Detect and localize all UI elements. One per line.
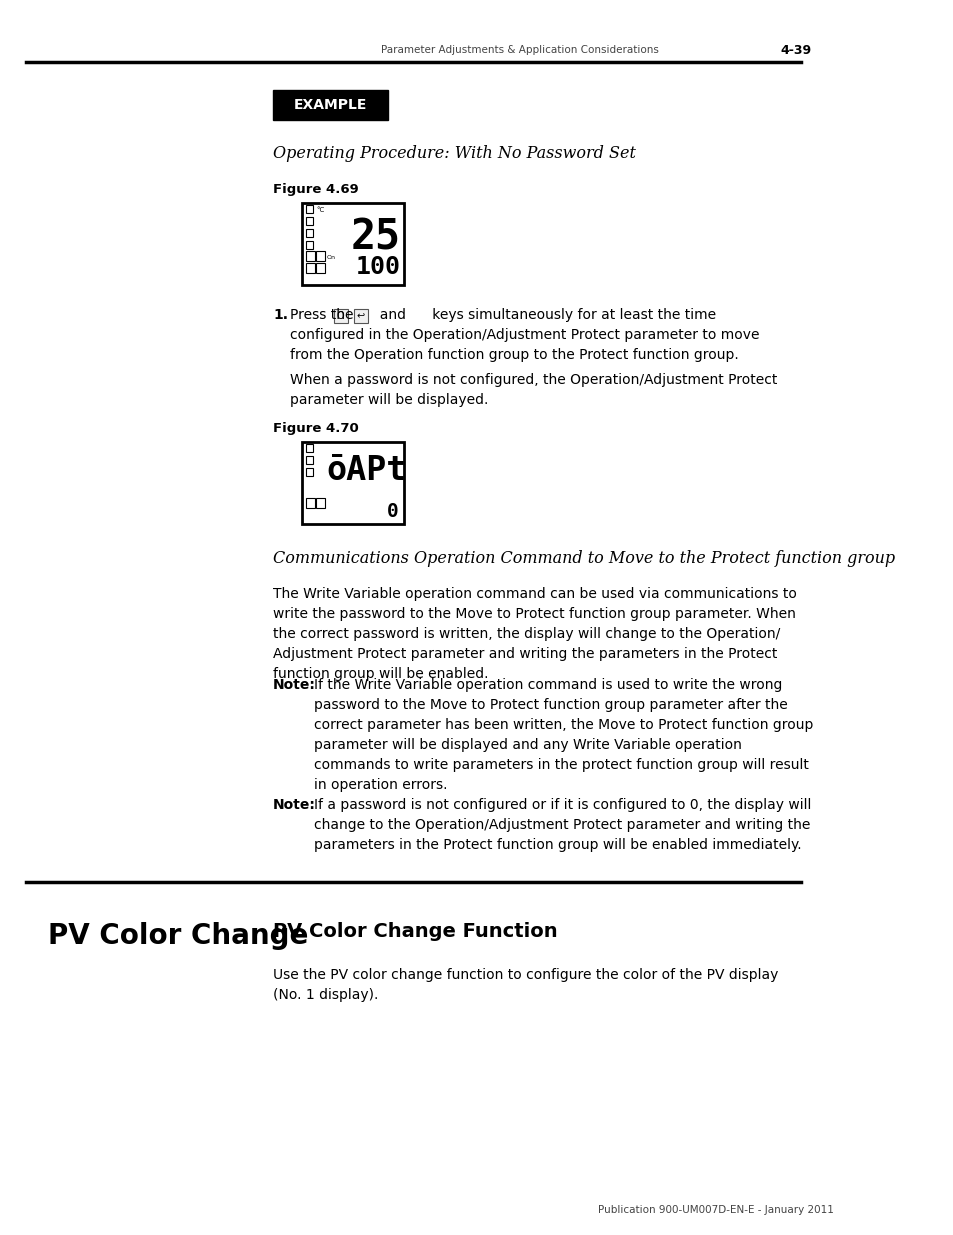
Text: On: On bbox=[327, 254, 335, 261]
Text: When a password is not configured, the Operation/Adjustment Protect
parameter wi: When a password is not configured, the O… bbox=[290, 373, 777, 408]
Text: 4-39: 4-39 bbox=[780, 43, 811, 57]
Text: Use the PV color change function to configure the color of the PV display
(No. 1: Use the PV color change function to conf… bbox=[273, 968, 778, 1002]
Text: Note:: Note: bbox=[273, 678, 315, 692]
Text: Communications Operation Command to Move to the Protect function group: Communications Operation Command to Move… bbox=[273, 550, 894, 567]
Text: PV Color Change: PV Color Change bbox=[48, 923, 308, 950]
Bar bbox=[306, 228, 313, 237]
Bar bbox=[354, 309, 367, 324]
Text: PV Color Change Function: PV Color Change Function bbox=[273, 923, 558, 941]
Text: Figure 4.69: Figure 4.69 bbox=[273, 183, 358, 196]
Bar bbox=[316, 251, 325, 261]
Text: 100: 100 bbox=[355, 254, 400, 279]
Bar bbox=[306, 217, 313, 225]
Bar bbox=[306, 263, 314, 273]
Bar bbox=[306, 468, 313, 475]
Text: 1.: 1. bbox=[273, 308, 288, 322]
Bar bbox=[306, 251, 314, 261]
Bar bbox=[316, 263, 325, 273]
Text: Note:: Note: bbox=[273, 798, 315, 811]
Text: Press the      and      keys simultaneously for at least the time
configured in : Press the and keys simultaneously for at… bbox=[290, 308, 760, 362]
Bar bbox=[316, 498, 325, 508]
Bar bbox=[273, 90, 387, 120]
Text: Operating Procedure: With No Password Set: Operating Procedure: With No Password Se… bbox=[273, 144, 636, 162]
Text: °C: °C bbox=[316, 207, 324, 212]
Text: ōAPt: ōAPt bbox=[326, 454, 407, 487]
Text: Figure 4.70: Figure 4.70 bbox=[273, 422, 358, 435]
Text: If the Write Variable operation command is used to write the wrong
password to t: If the Write Variable operation command … bbox=[314, 678, 812, 792]
Bar bbox=[306, 205, 313, 212]
Bar bbox=[306, 241, 313, 249]
Text: 25: 25 bbox=[350, 217, 400, 259]
Bar bbox=[301, 442, 403, 524]
Bar bbox=[334, 309, 347, 324]
Text: Publication 900-UM007D-EN-E - January 2011: Publication 900-UM007D-EN-E - January 20… bbox=[598, 1205, 833, 1215]
Text: ↩: ↩ bbox=[356, 311, 364, 321]
Bar bbox=[306, 498, 314, 508]
Text: Parameter Adjustments & Application Considerations: Parameter Adjustments & Application Cons… bbox=[381, 44, 659, 56]
Text: The Write Variable operation command can be used via communications to
write the: The Write Variable operation command can… bbox=[273, 587, 796, 682]
Text: EXAMPLE: EXAMPLE bbox=[294, 98, 367, 112]
Bar bbox=[306, 445, 313, 452]
Text: O: O bbox=[336, 311, 344, 321]
Text: If a password is not configured or if it is configured to 0, the display will
ch: If a password is not configured or if it… bbox=[314, 798, 810, 852]
Bar bbox=[301, 203, 403, 285]
Bar bbox=[306, 456, 313, 464]
Text: 0: 0 bbox=[387, 501, 398, 521]
